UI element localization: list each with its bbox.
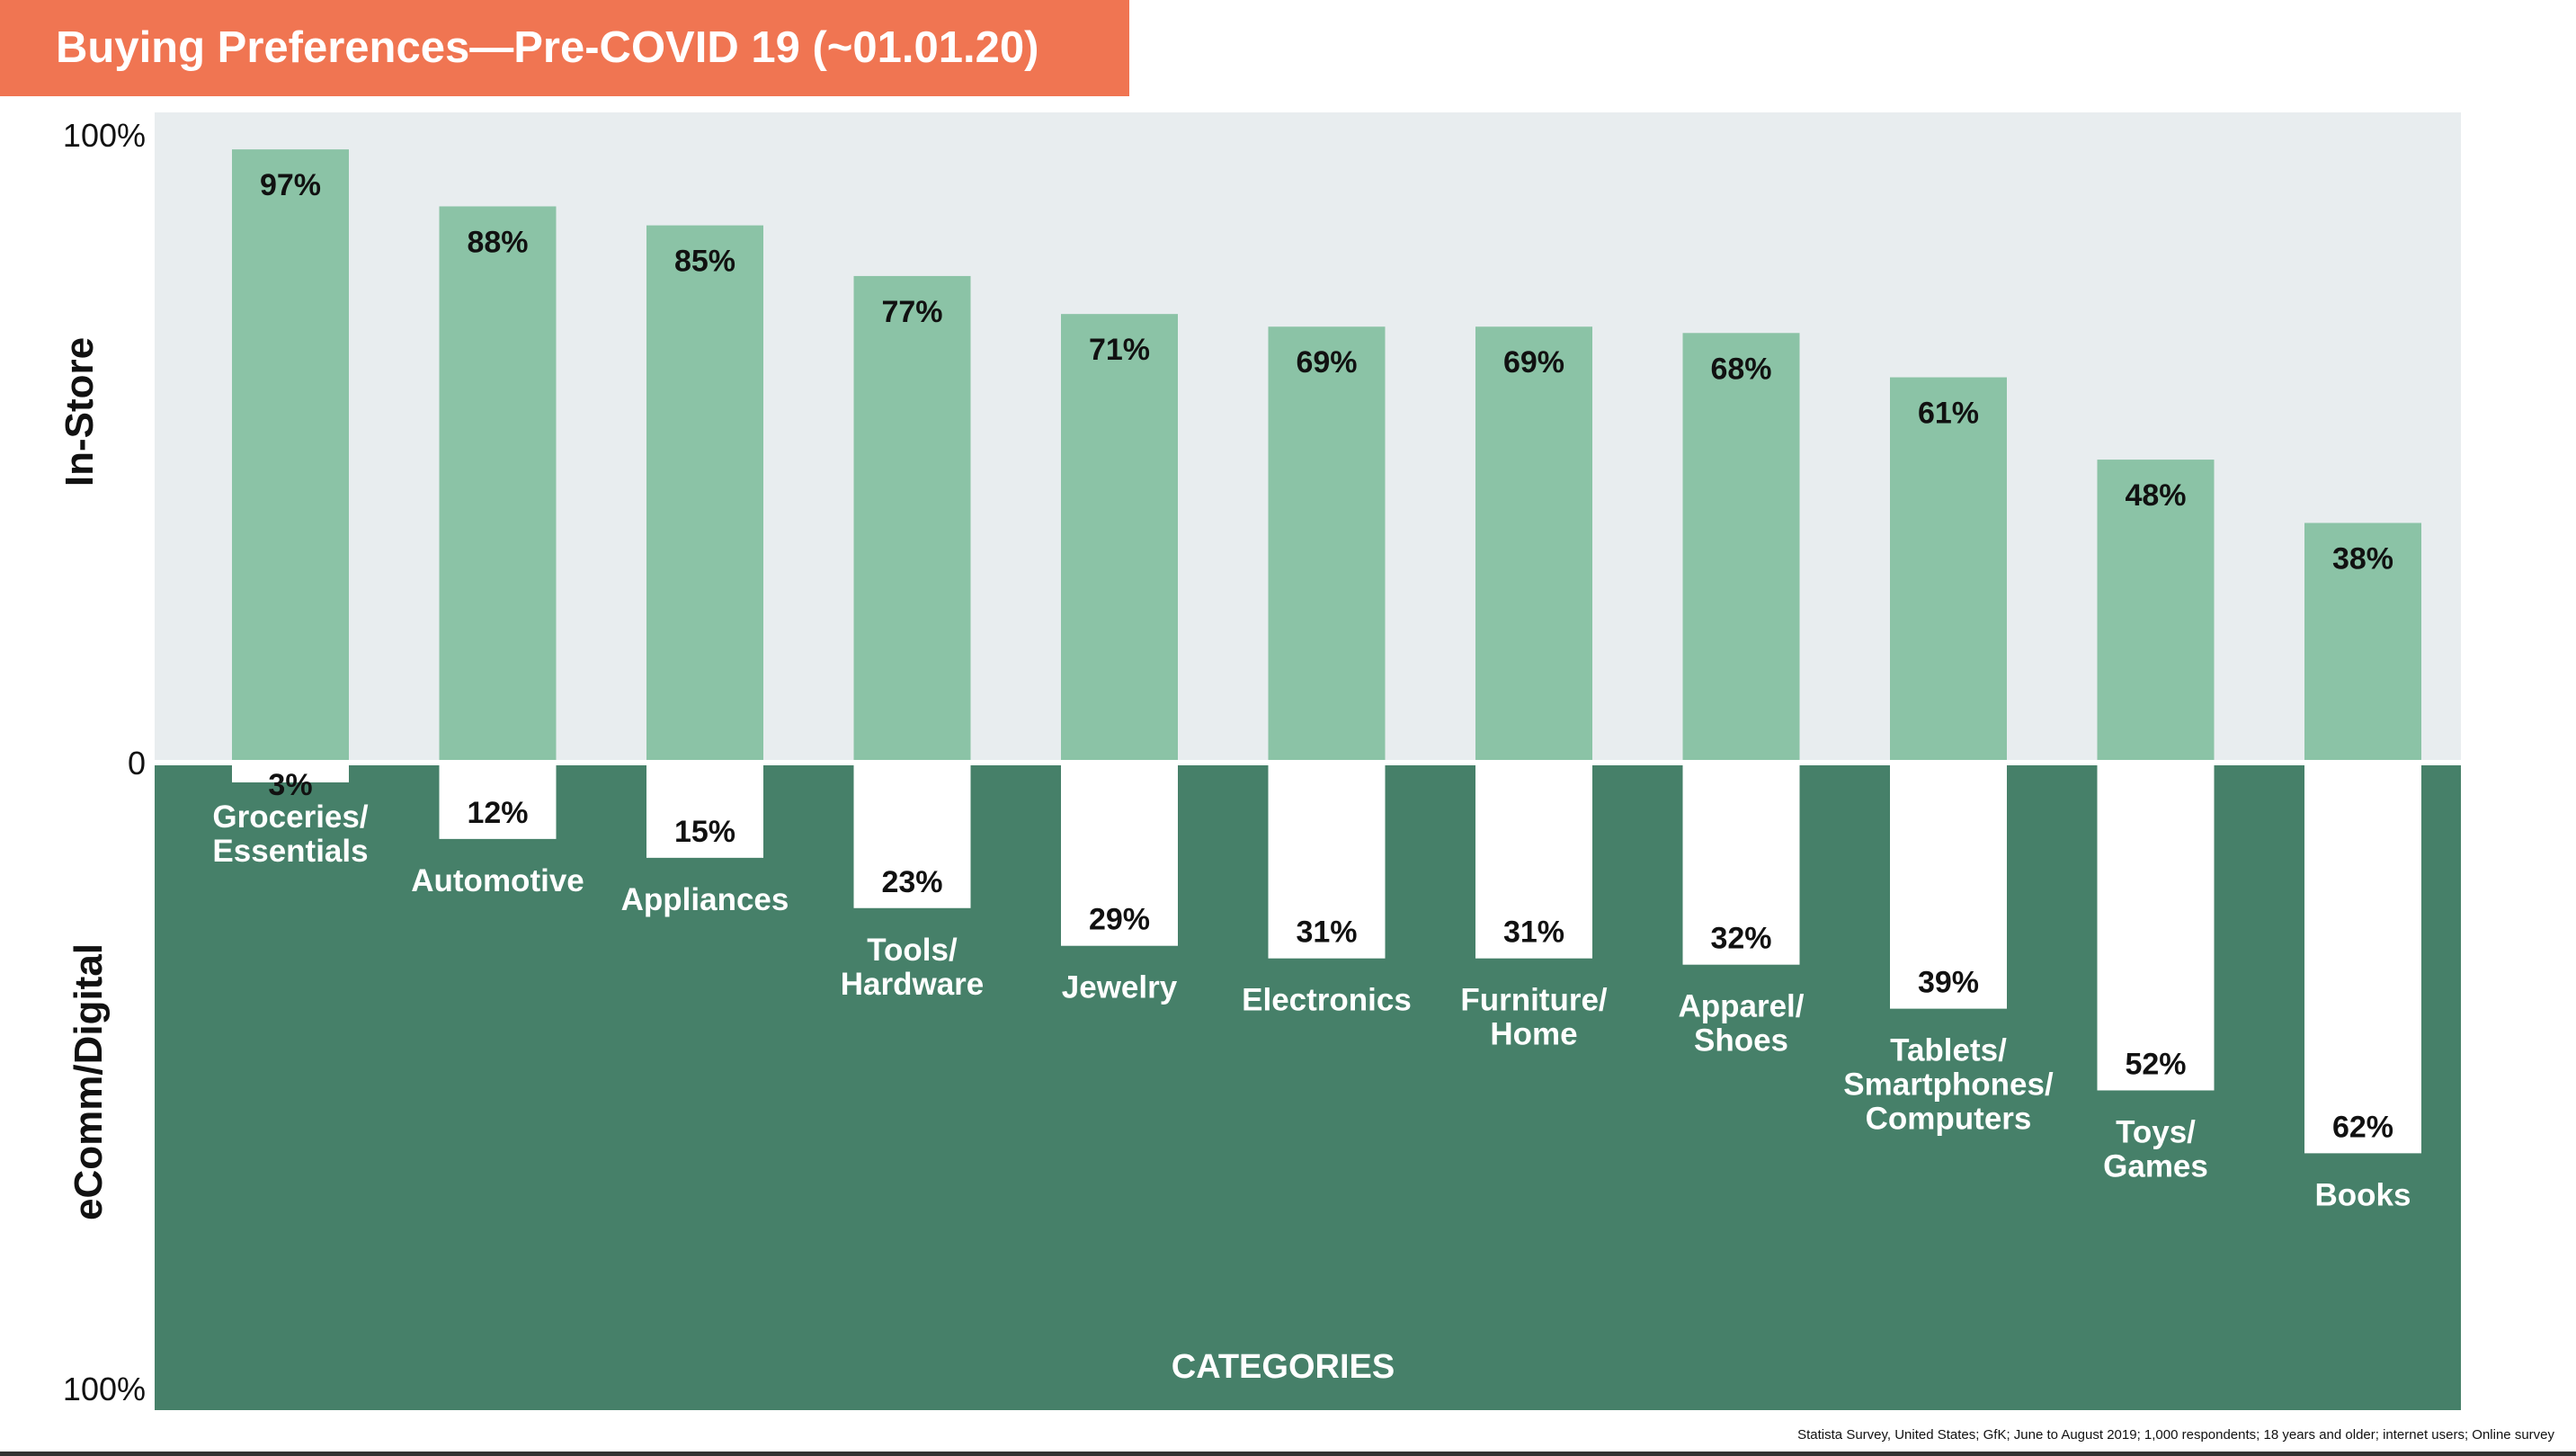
- digital-bar: [1890, 764, 2007, 1009]
- tick-label-top: 100%: [63, 117, 146, 154]
- instore-value-label: 97%: [260, 168, 321, 202]
- instore-bar: [439, 206, 557, 764]
- category-label-line: Essentials: [212, 834, 368, 869]
- digital-value-label: 52%: [2125, 1047, 2186, 1081]
- instore-value-label: 88%: [467, 225, 528, 259]
- category-label-line: Hardware: [841, 967, 985, 1002]
- instore-value-label: 38%: [2332, 541, 2393, 576]
- category-label-line: Games: [2103, 1148, 2208, 1184]
- digital-value-label: 15%: [674, 815, 735, 849]
- category-label-line: Jewelry: [1062, 970, 1178, 1005]
- instore-bar: [1890, 377, 2007, 764]
- tick-label-bottom: 100%: [63, 1371, 146, 1407]
- instore-bar: [1268, 326, 1386, 764]
- digital-value-label: 3%: [268, 768, 312, 802]
- category-label: Groceries/Essentials: [212, 799, 368, 869]
- digital-value-label: 32%: [1710, 922, 1771, 956]
- instore-bar: [232, 149, 349, 764]
- category-label-line: Groceries/: [212, 799, 368, 835]
- category-label: Furniture/Home: [1460, 983, 1608, 1052]
- category-label-line: Books: [2315, 1177, 2411, 1212]
- category-label-line: Electronics: [1242, 983, 1412, 1018]
- instore-value-label: 85%: [674, 245, 735, 279]
- instore-bar: [2304, 523, 2421, 764]
- digital-value-label: 23%: [881, 865, 942, 899]
- category-label: Appliances: [621, 882, 789, 917]
- digital-value-label: 62%: [2332, 1110, 2393, 1144]
- category-label-line: Toys/: [2116, 1114, 2196, 1149]
- digital-bar: [1475, 764, 1592, 959]
- y-axis-label-digital: eComm/Digital: [67, 943, 111, 1220]
- digital-bar: [1682, 764, 1800, 965]
- instore-bar: [853, 275, 971, 764]
- instore-value-label: 71%: [1089, 333, 1150, 367]
- digital-value-label: 31%: [1503, 916, 1564, 950]
- digital-bar: [646, 764, 763, 858]
- digital-bar: [1268, 764, 1386, 959]
- instore-value-label: 48%: [2125, 478, 2186, 513]
- y-axis-label-instore: In-Store: [58, 337, 102, 487]
- category-label-line: Home: [1490, 1017, 1577, 1052]
- instore-value-label: 77%: [881, 295, 942, 329]
- digital-bar: [439, 764, 557, 839]
- category-label-line: Apparel/: [1678, 989, 1804, 1024]
- digital-value-label: 39%: [1918, 966, 1979, 1000]
- digital-value-label: 31%: [1296, 916, 1357, 950]
- category-label: Jewelry: [1062, 970, 1178, 1005]
- category-label: Toys/Games: [2103, 1114, 2208, 1184]
- zero-line: [155, 760, 2461, 765]
- chart-title: Buying Preferences—Pre-COVID 19 (~01.01.…: [56, 23, 1039, 72]
- category-label-line: Shoes: [1694, 1023, 1788, 1059]
- instore-value-label: 61%: [1918, 397, 1979, 431]
- instore-bar: [1475, 326, 1592, 764]
- category-label: Electronics: [1242, 983, 1412, 1018]
- digital-bar: [2097, 764, 2215, 1091]
- instore-value-label: 69%: [1296, 345, 1357, 380]
- digital-value-label: 12%: [467, 796, 528, 830]
- instore-bar: [646, 225, 763, 764]
- instore-bar: [1682, 333, 1800, 764]
- instore-bar: [2097, 460, 2215, 764]
- category-label-line: Tablets/: [1890, 1033, 2007, 1068]
- category-label-line: Furniture/: [1460, 983, 1608, 1018]
- digital-bar: [232, 764, 349, 782]
- category-label: Automotive: [411, 863, 584, 898]
- category-label: Books: [2315, 1177, 2411, 1212]
- category-label-line: Smartphones/: [1843, 1067, 2054, 1103]
- category-label: Tools/Hardware: [841, 933, 985, 1002]
- instore-bar: [1061, 314, 1178, 764]
- digital-bar: [1061, 764, 1178, 946]
- category-label-line: Appliances: [621, 882, 789, 917]
- category-label: Tablets/Smartphones/Computers: [1843, 1033, 2054, 1137]
- x-axis-label: CATEGORIES: [1172, 1348, 1395, 1386]
- title-banner: Buying Preferences—Pre-COVID 19 (~01.01.…: [0, 0, 1129, 96]
- tick-label-zero: 0: [128, 745, 146, 782]
- instore-value-label: 68%: [1710, 352, 1771, 386]
- category-label: Apparel/Shoes: [1678, 989, 1804, 1059]
- category-label-line: Computers: [1866, 1102, 2032, 1137]
- category-label-line: Tools/: [867, 933, 958, 968]
- digital-bar: [853, 764, 971, 908]
- digital-value-label: 29%: [1089, 903, 1150, 937]
- bottom-rule: [0, 1452, 2576, 1456]
- source-note: Statista Survey, United States; GfK; Jun…: [1797, 1427, 2554, 1443]
- digital-bar: [2304, 764, 2421, 1154]
- category-label-line: Automotive: [411, 863, 584, 898]
- instore-value-label: 69%: [1503, 345, 1564, 380]
